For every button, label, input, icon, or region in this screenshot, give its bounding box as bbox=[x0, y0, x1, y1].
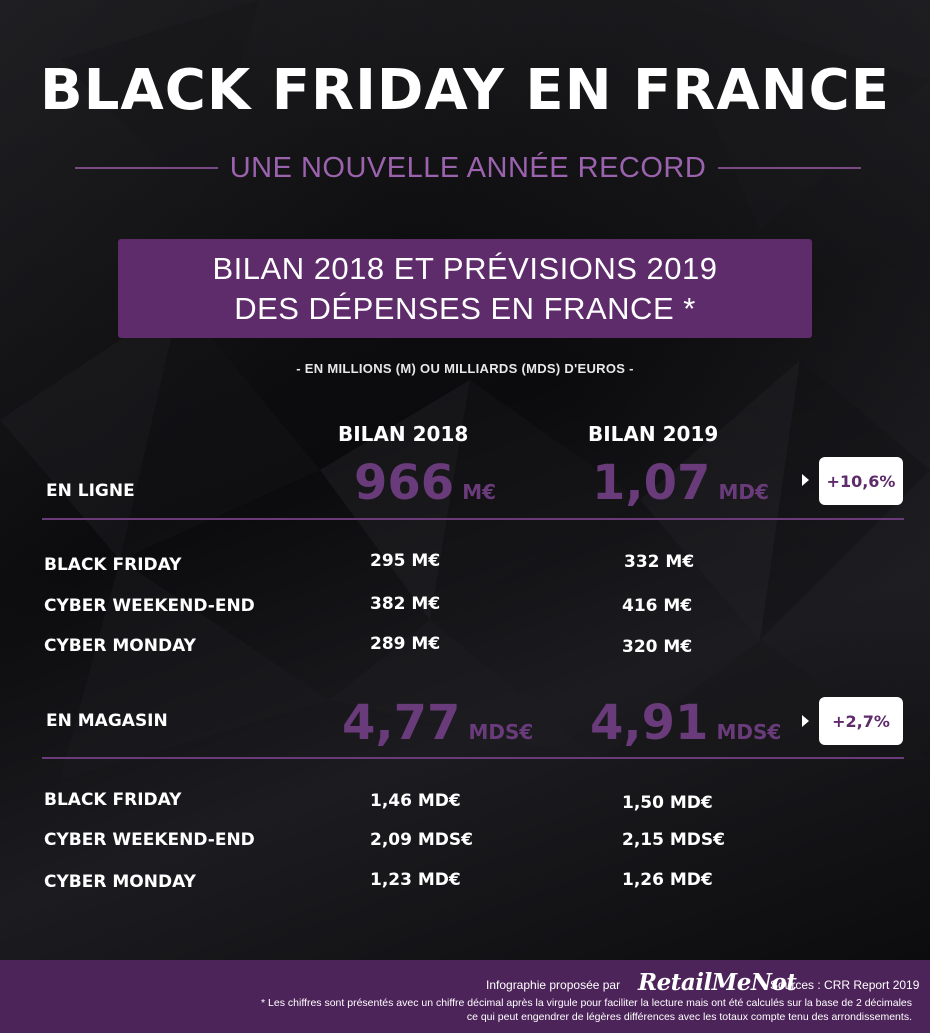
arrow-right-icon bbox=[802, 715, 809, 727]
store-total-2018: 4,77 MDS€ bbox=[342, 699, 533, 747]
online-total-2019-unit: MD€ bbox=[718, 480, 769, 504]
subtitle-divider-right bbox=[718, 167, 861, 169]
online-growth-badge: +10,6% bbox=[819, 457, 903, 505]
online-divider bbox=[42, 518, 904, 520]
online-row-value-2019: 332 M€ bbox=[624, 552, 695, 572]
store-row-value-2019: 1,50 MD€ bbox=[622, 793, 713, 813]
banner-line-2: DES DÉPENSES EN FRANCE * bbox=[234, 290, 696, 326]
page-subtitle: UNE NOUVELLE ANNÉE RECORD bbox=[229, 151, 707, 184]
store-total-2019-value: 4,91 bbox=[590, 695, 709, 751]
store-total-2018-unit: MDS€ bbox=[468, 720, 534, 744]
footer: Infographie proposée par RetailMeNot Sou… bbox=[0, 960, 930, 1033]
subtitle-row: UNE NOUVELLE ANNÉE RECORD bbox=[75, 148, 861, 188]
footer-sources: Sources : CRR Report 2019 bbox=[770, 978, 920, 992]
store-row-label: CYBER WEEKEND-END bbox=[44, 830, 255, 850]
online-total-2019-value: 1,07 bbox=[592, 455, 711, 511]
store-row-value-2019: 1,26 MD€ bbox=[622, 870, 713, 890]
online-total-2019: 1,07 MD€ bbox=[592, 459, 769, 507]
online-row-label: BLACK FRIDAY bbox=[44, 555, 182, 575]
online-row-value-2019: 416 M€ bbox=[622, 596, 693, 616]
page-title: BLACK FRIDAY EN FRANCE bbox=[40, 58, 890, 123]
online-total-2018-unit: M€ bbox=[462, 480, 497, 504]
column-header-2018: BILAN 2018 bbox=[338, 422, 469, 446]
store-divider bbox=[42, 757, 904, 759]
retailmenot-logo: RetailMeNot bbox=[638, 969, 797, 996]
online-row-label: CYBER WEEKEND-END bbox=[44, 596, 255, 616]
online-row-value-2018: 295 M€ bbox=[370, 551, 441, 571]
footer-byline: Infographie proposée par bbox=[486, 978, 621, 992]
store-row-value-2018: 1,46 MD€ bbox=[370, 791, 461, 811]
store-row-value-2018: 2,09 MDS€ bbox=[370, 830, 473, 850]
column-header-2019: BILAN 2019 bbox=[588, 422, 719, 446]
online-row-value-2018: 382 M€ bbox=[370, 594, 441, 614]
store-growth-badge: +2,7% bbox=[819, 697, 903, 745]
online-row-value-2018: 289 M€ bbox=[370, 634, 441, 654]
arrow-right-icon bbox=[802, 474, 809, 486]
store-total-2019-unit: MDS€ bbox=[716, 720, 782, 744]
online-section-label: EN LIGNE bbox=[46, 481, 135, 501]
store-total-2018-value: 4,77 bbox=[342, 695, 461, 751]
store-row-value-2018: 1,23 MD€ bbox=[370, 870, 461, 890]
online-total-2018: 966 M€ bbox=[354, 459, 496, 507]
banner-line-1: BILAN 2018 ET PRÉVISIONS 2019 bbox=[212, 250, 718, 286]
subtitle-divider-left bbox=[75, 167, 218, 169]
store-row-label: BLACK FRIDAY bbox=[44, 790, 182, 810]
background-facets bbox=[320, 360, 800, 640]
footer-note-line-1: * Les chiffres sont présentés avec un ch… bbox=[261, 997, 912, 1009]
footer-note-line-2: ce qui peut engendrer de légères différe… bbox=[466, 1011, 912, 1023]
background-texture bbox=[0, 0, 930, 960]
section-banner: BILAN 2018 ET PRÉVISIONS 2019 DES DÉPENS… bbox=[118, 239, 812, 338]
store-section-label: EN MAGASIN bbox=[46, 711, 168, 731]
store-row-label: CYBER MONDAY bbox=[44, 872, 196, 892]
online-row-label: CYBER MONDAY bbox=[44, 636, 196, 656]
online-total-2018-value: 966 bbox=[354, 455, 455, 511]
units-note: - EN MILLIONS (M) OU MILLIARDS (MDS) D'E… bbox=[296, 361, 634, 376]
online-row-value-2019: 320 M€ bbox=[622, 637, 693, 657]
store-total-2019: 4,91 MDS€ bbox=[590, 699, 781, 747]
store-row-value-2019: 2,15 MDS€ bbox=[622, 830, 725, 850]
